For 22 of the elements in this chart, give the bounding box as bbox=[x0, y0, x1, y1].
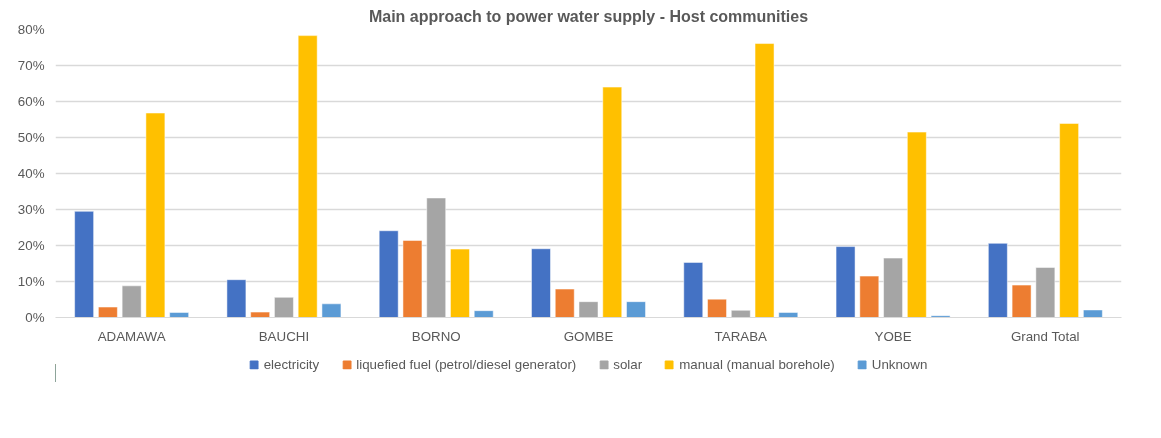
x-tick-label: BORNO bbox=[411, 328, 461, 344]
y-tick-label: 50% bbox=[17, 130, 45, 145]
y-tick-label: 80% bbox=[17, 22, 45, 37]
y-tick-label: 30% bbox=[17, 202, 45, 217]
y-tick-label: 70% bbox=[17, 58, 45, 73]
y-tick-label: 20% bbox=[17, 238, 45, 253]
x-tick-label: ADAMAWA bbox=[97, 328, 166, 344]
x-tick-label: TARABA bbox=[714, 328, 768, 344]
legend-label: Unknown bbox=[871, 356, 928, 372]
x-tick-label: BAUCHI bbox=[258, 328, 310, 344]
x-tick-label: YOBE bbox=[874, 328, 912, 344]
legend-label: electricity bbox=[263, 356, 320, 372]
chart-title: Main approach to power water supply - Host communities bbox=[368, 7, 809, 25]
x-tick-label: GOMBE bbox=[563, 328, 614, 344]
x-tick-label: Grand Total bbox=[1010, 328, 1080, 344]
y-tick-label: 10% bbox=[17, 274, 45, 289]
y-tick-label: 40% bbox=[17, 166, 45, 181]
y-tick-label: 60% bbox=[17, 94, 45, 109]
y-tick-label: 0% bbox=[25, 310, 45, 325]
legend-label: manual (manual borehole) bbox=[679, 356, 835, 372]
legend-label: solar bbox=[613, 356, 643, 372]
legend-label: liquefied fuel (petrol/diesel generator) bbox=[356, 356, 577, 372]
